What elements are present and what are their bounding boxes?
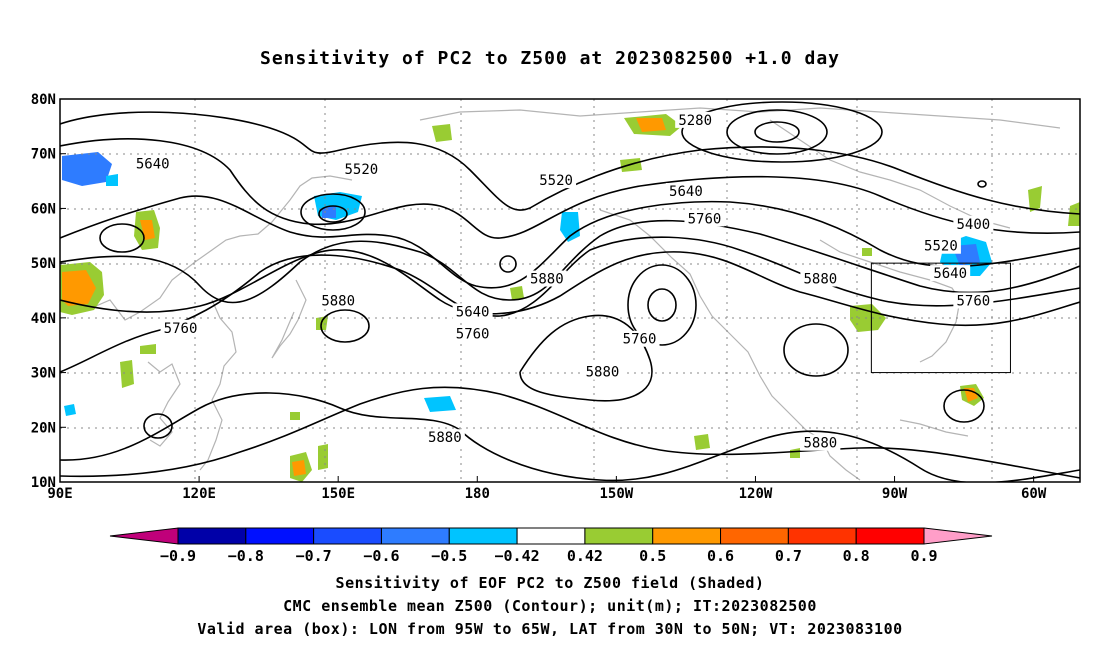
- map-frame: [59, 98, 1081, 483]
- contour-label-bg: [318, 292, 359, 309]
- colorbar-low-extend: [109, 527, 179, 545]
- lon-tick-label: 90E: [47, 486, 72, 502]
- lat-tick-label: 20N: [31, 420, 56, 436]
- lat-tick-label: 40N: [31, 311, 56, 327]
- contour-label-bg: [424, 429, 465, 446]
- shaded-sensitivity-layer: [60, 114, 1080, 482]
- contour-label: 5520: [345, 162, 379, 178]
- colorbar-segment: [584, 527, 654, 545]
- latitude-ticks: 80N 70N 60N 50N 40N 30N 20N 10N: [31, 92, 66, 491]
- colorbar-label: −0.42: [495, 547, 540, 565]
- colorbar-label: −0.6: [363, 547, 399, 565]
- contour-label-bg: [953, 292, 994, 309]
- lat-tick-label: 10N: [31, 475, 56, 491]
- contour-label: 5400: [957, 217, 991, 233]
- colorbar-segment: [448, 527, 518, 545]
- contour-label-bg: [800, 270, 841, 287]
- contour-label: 5640: [456, 304, 490, 320]
- contour-label-bg: [536, 172, 577, 189]
- colorbar-segment: [516, 527, 586, 545]
- colorbar-label: 0.6: [707, 547, 734, 565]
- contour-label-bg: [920, 237, 961, 254]
- chart-title: Sensitivity of PC2 to Z500 at 2023082500…: [259, 48, 840, 69]
- colorbar-segment: [245, 527, 315, 545]
- lon-tick-label: 150W: [600, 486, 634, 502]
- longitude-ticks: 90E 120E 150E 180 150W 120W 90W 60W: [47, 476, 1047, 502]
- contour-label: 5880: [428, 430, 462, 446]
- contour-label: 5640: [933, 266, 967, 282]
- caption-line-1: Sensitivity of EOF PC2 to Z500 field (Sh…: [335, 574, 765, 592]
- colorbar-segment: [787, 527, 857, 545]
- colorbar-label: 0.9: [910, 547, 937, 565]
- lat-tick-label: 80N: [31, 92, 56, 108]
- lat-tick-label: 30N: [31, 366, 56, 382]
- colorbar-label: 0.7: [775, 547, 802, 565]
- colorbar: −0.9 −0.8 −0.7 −0.6 −0.5 −0.42 0.42 0.5 0.6 0.7 0.…: [109, 527, 993, 565]
- lon-tick-label: 90W: [882, 486, 908, 502]
- colorbar-label: −0.5: [431, 547, 467, 565]
- caption-line-2: CMC ensemble mean Z500 (Contour); unit(m…: [283, 597, 817, 615]
- contour-label: 5280: [678, 113, 712, 129]
- contour-label-bg: [930, 265, 971, 282]
- lon-tick-label: 150E: [321, 486, 355, 502]
- lat-tick-label: 60N: [31, 201, 56, 217]
- lon-tick-label: 120W: [739, 486, 773, 502]
- contour-label: 5760: [456, 326, 490, 342]
- contour-label: 5760: [957, 293, 991, 309]
- lat-tick-label: 70N: [31, 147, 56, 163]
- contour-label-bg: [582, 363, 623, 380]
- colorbar-segment: [380, 527, 450, 545]
- colorbar-label: 0.42: [567, 547, 603, 565]
- contour-label: 5880: [804, 436, 838, 452]
- contour-label: 5520: [539, 173, 573, 189]
- contour-label-bg: [953, 215, 994, 232]
- contour-label-bg: [684, 210, 725, 227]
- contour-label: 5880: [321, 293, 355, 309]
- contour-label: 5880: [586, 365, 620, 381]
- contour-label-bg: [452, 325, 493, 342]
- contour-label: 5640: [669, 184, 703, 200]
- colorbar-label: −0.8: [228, 547, 264, 565]
- contour-label-bg: [800, 434, 841, 451]
- colorbar-high-extend: [923, 527, 993, 545]
- contour-label-bg: [160, 319, 201, 336]
- colorbar-label: −0.9: [160, 547, 196, 565]
- colorbar-label: 0.8: [843, 547, 870, 565]
- colorbar-segment: [652, 527, 722, 545]
- contour-label: 5760: [688, 211, 722, 227]
- contour-label: 5760: [623, 332, 657, 348]
- colorbar-segment: [720, 527, 789, 545]
- valid-area-box: [870, 262, 1011, 374]
- z500-contours: [60, 101, 1080, 482]
- contour-label-bg: [675, 111, 716, 128]
- contour-label-bg: [132, 155, 173, 172]
- contour-label-bg: [341, 161, 382, 178]
- lon-tick-label: 120E: [182, 486, 216, 502]
- lat-tick-label: 50N: [31, 256, 56, 272]
- contour-label: 5880: [804, 272, 838, 288]
- contour-label-bg: [526, 270, 567, 287]
- contour-label-bg: [665, 183, 706, 200]
- caption-line-3: Valid area (box): LON from 95W to 65W, L…: [197, 620, 903, 638]
- contour-labels: 5640 5520 5520 5280 5640 5760 5400 5520 5640 5760…: [132, 111, 994, 452]
- colorbar-segment: [313, 527, 382, 545]
- contour-label: 5760: [164, 321, 198, 337]
- colorbar-label: 0.5: [639, 547, 666, 565]
- contour-label-bg: [452, 303, 493, 320]
- colorbar-segment: [177, 527, 247, 545]
- contour-label: 5880: [530, 272, 564, 288]
- coastlines: [60, 107, 1061, 481]
- colorbar-label: −0.7: [296, 547, 332, 565]
- contour-label-bg: [619, 330, 660, 347]
- lon-tick-label: 180: [465, 486, 490, 502]
- colorbar-segment: [855, 527, 925, 545]
- gridlines: [60, 99, 1080, 482]
- contour-label: 5640: [136, 157, 170, 173]
- lon-tick-label: 60W: [1021, 486, 1047, 502]
- contour-label: 5520: [924, 239, 958, 255]
